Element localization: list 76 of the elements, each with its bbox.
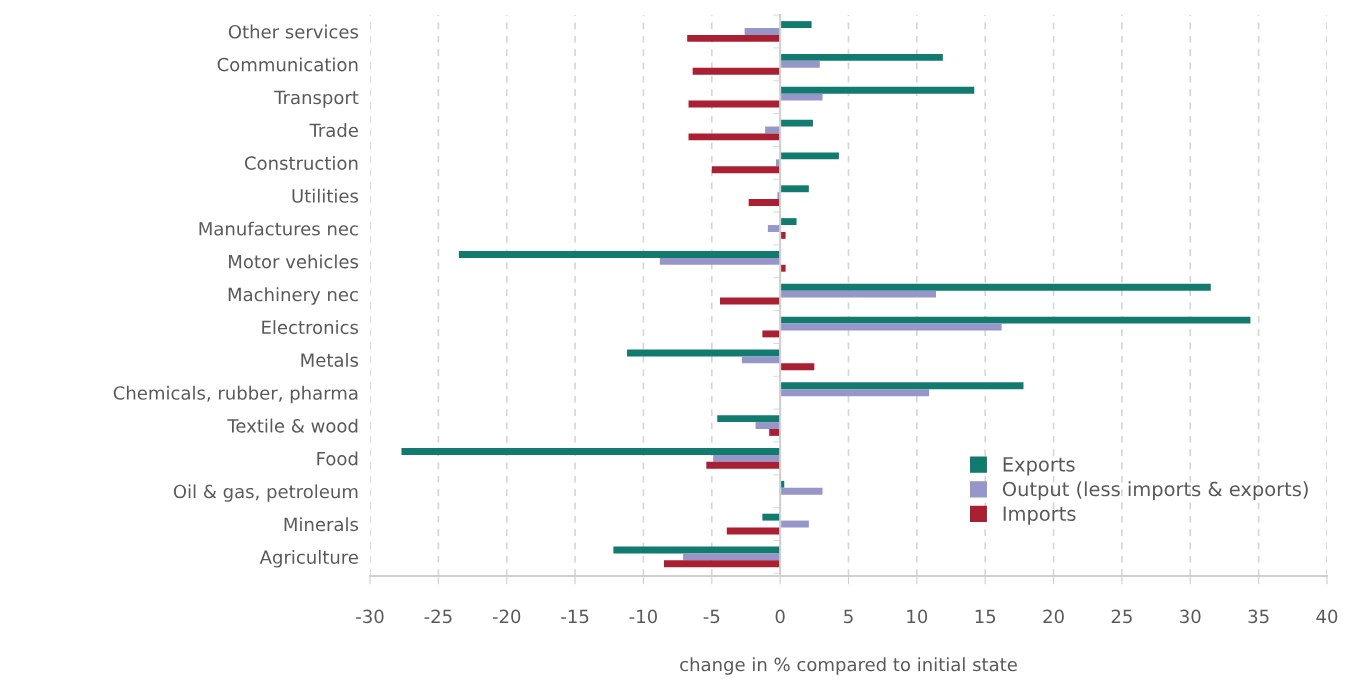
- bar: [780, 363, 815, 371]
- x-tick-label: 35: [1248, 609, 1269, 624]
- bar: [780, 86, 975, 94]
- y-tick-label: Minerals: [284, 517, 359, 532]
- bar: [780, 53, 943, 61]
- bar: [780, 382, 1024, 390]
- y-tick-label: Oil & gas, petroleum: [173, 484, 358, 502]
- bar: [780, 264, 786, 272]
- bar: [706, 461, 781, 469]
- y-tick-label: Food: [317, 451, 358, 466]
- x-tick-label: -5: [703, 609, 720, 624]
- bar: [401, 448, 781, 455]
- x-tick-label: 15: [975, 609, 996, 624]
- bar: [688, 133, 781, 141]
- y-tick-label: Agriculture: [259, 550, 358, 568]
- y-tick-label: Metals: [301, 352, 359, 367]
- y-tick-label: Transport: [274, 90, 359, 108]
- bar: [780, 487, 823, 495]
- bar: [744, 28, 781, 35]
- bar: [780, 290, 936, 298]
- bar: [780, 185, 809, 193]
- bar: [769, 428, 781, 436]
- legend-label: Imports: [1003, 506, 1076, 525]
- x-tick-label: -20: [492, 609, 521, 624]
- bar: [780, 218, 797, 226]
- y-tick-label: Manufactures nec: [199, 221, 358, 236]
- bar: [780, 316, 1251, 324]
- y-tick-label: Textile & wood: [227, 418, 358, 433]
- bar: [741, 356, 781, 364]
- bar: [717, 415, 781, 423]
- y-tick-label: Communication: [217, 57, 358, 72]
- x-tick-label: 40: [1316, 609, 1338, 624]
- x-tick-label: -15: [561, 609, 589, 624]
- x-tick-label: -25: [424, 609, 452, 624]
- x-tick-label: 0: [775, 609, 785, 624]
- bar: [683, 553, 781, 561]
- bar: [692, 67, 781, 75]
- legend-label: Output (less imports & exports): [1002, 481, 1308, 501]
- x-tick-label: -10: [629, 609, 657, 624]
- bar: [663, 560, 781, 568]
- bar: [780, 21, 812, 29]
- bar: [659, 257, 781, 265]
- bar: [719, 297, 781, 305]
- bar: [762, 330, 781, 338]
- y-tick-label: Electronics: [262, 320, 359, 335]
- x-tick-label: 30: [1180, 609, 1201, 624]
- bar: [780, 93, 823, 101]
- bar: [780, 283, 1211, 291]
- bar: [687, 34, 781, 42]
- y-tick-label: Machinery nec: [228, 287, 358, 305]
- y-tick-label: Trade: [309, 123, 358, 138]
- bar: [748, 199, 781, 206]
- y-tick-label: Motor vehicles: [229, 254, 359, 269]
- y-tick-label: Utilities: [292, 188, 359, 203]
- bar: [762, 513, 781, 521]
- y-tick-label: Construction: [244, 155, 358, 170]
- bar: [780, 231, 786, 239]
- bar: [767, 225, 781, 232]
- y-tick-label: Other services: [228, 24, 359, 39]
- legend-label: Exports: [1003, 457, 1075, 476]
- x-tick-label: 20: [1043, 609, 1064, 624]
- bar: [726, 527, 781, 535]
- bar: [458, 250, 781, 258]
- x-axis-title: change in % compared to initial state: [680, 657, 1017, 675]
- x-tick-label: 25: [1111, 609, 1132, 624]
- bar: [780, 389, 930, 397]
- bar: [755, 422, 781, 429]
- x-tick-label: -30: [356, 609, 384, 624]
- bar: [780, 152, 839, 160]
- bar: [711, 166, 781, 174]
- bar: [780, 119, 813, 127]
- x-tick-label: 10: [907, 609, 928, 624]
- y-tick-label: Chemicals, rubber, pharma: [113, 385, 358, 404]
- bar: [780, 60, 820, 68]
- bar: [713, 454, 781, 462]
- x-tick-label: 5: [844, 609, 853, 624]
